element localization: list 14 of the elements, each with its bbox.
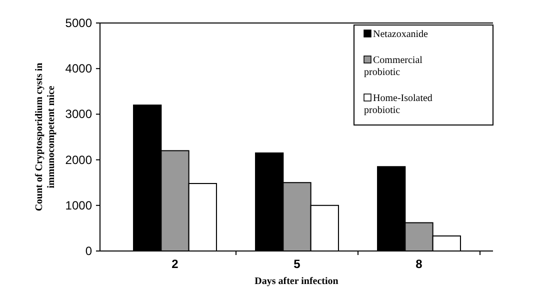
x-axis-title: Days after infection bbox=[254, 276, 339, 287]
x-tick-label: 8 bbox=[416, 257, 423, 271]
y-tick-label: 3000 bbox=[65, 107, 92, 122]
x-tick-label: 5 bbox=[294, 257, 301, 271]
y-tick-label: 5000 bbox=[65, 16, 92, 30]
legend-label: Netazoxanide bbox=[373, 29, 429, 40]
legend-label: Home-Isolated probiotic bbox=[364, 93, 432, 116]
legend-label: Commercial probiotic bbox=[364, 55, 423, 78]
y-tick-label: 2000 bbox=[65, 152, 92, 167]
x-tick-label: 2 bbox=[172, 257, 179, 271]
y-axis-title: Count of Cryptosporidium cysts in immunocompetent mice bbox=[34, 62, 57, 212]
y-tick-label: 4000 bbox=[65, 62, 92, 76]
y-tick-label: 0 bbox=[85, 244, 92, 258]
y-tick-label: 1000 bbox=[65, 198, 92, 212]
